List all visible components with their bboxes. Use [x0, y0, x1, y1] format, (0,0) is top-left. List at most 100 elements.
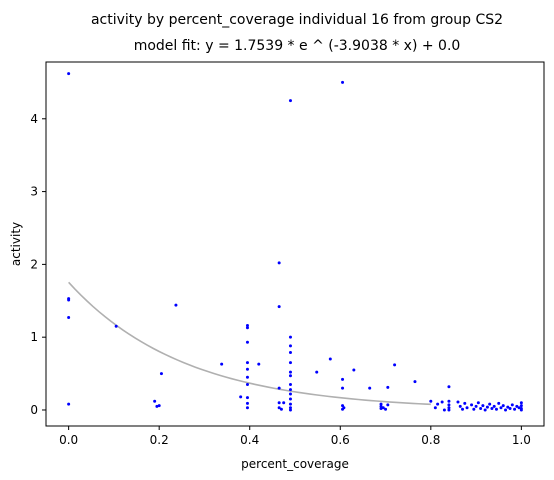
data-point [245, 383, 249, 386]
data-points-layer [67, 72, 523, 412]
data-point [456, 400, 460, 404]
data-point [379, 404, 383, 408]
data-point [476, 401, 480, 405]
x-tick-label: 1.0 [512, 433, 531, 447]
chart-subtitle: model fit: y = 1.7539 * e ^ (-3.9038 * x… [134, 38, 461, 54]
data-point [245, 324, 249, 328]
data-point [245, 396, 249, 400]
data-point [386, 403, 390, 407]
data-point [288, 370, 292, 374]
data-point [381, 406, 385, 410]
y-axis-label: activity [9, 222, 23, 266]
data-point [153, 399, 157, 403]
data-point [174, 303, 178, 307]
data-point [288, 99, 292, 103]
data-point [479, 407, 483, 411]
data-point [504, 408, 508, 412]
data-point [447, 408, 451, 412]
data-point [288, 374, 292, 378]
data-point [386, 385, 390, 389]
axis-ticks: 0.0 0.2 0.4 0.6 0.8 1.0 0 1 2 3 4 [30, 112, 531, 447]
data-point [277, 386, 281, 390]
y-tick-label: 0 [30, 403, 38, 417]
data-point [379, 402, 383, 406]
data-point [67, 298, 71, 302]
data-point [328, 357, 332, 361]
data-point [288, 388, 292, 392]
data-point [67, 402, 71, 406]
x-axis-label: percent_coverage [241, 457, 349, 471]
data-point [497, 401, 501, 405]
data-point [519, 404, 523, 408]
data-point [474, 404, 478, 408]
data-point [245, 367, 249, 371]
fit-curve-layer [68, 281, 431, 406]
data-point [159, 372, 163, 376]
chart-title: activity by percent_coverage individual … [91, 12, 503, 28]
x-tick-label: 0.8 [421, 433, 440, 447]
data-point [245, 340, 249, 344]
data-point [510, 403, 514, 407]
data-point [519, 401, 523, 405]
data-point [282, 401, 286, 405]
data-point [157, 404, 161, 408]
data-point [277, 305, 281, 309]
data-point [447, 403, 451, 407]
data-point [499, 406, 503, 410]
data-point [368, 386, 372, 390]
data-point [288, 408, 292, 412]
fit-curve [68, 281, 431, 406]
data-point [506, 405, 510, 409]
data-point [494, 407, 498, 411]
data-point [288, 383, 292, 386]
data-point [513, 407, 517, 411]
data-point [277, 406, 281, 410]
data-point [458, 404, 462, 408]
data-point [245, 375, 249, 379]
data-point [447, 399, 451, 403]
data-point [461, 407, 465, 411]
data-point [279, 407, 283, 411]
data-point [384, 407, 388, 411]
y-tick-label: 2 [30, 257, 38, 271]
data-point [490, 407, 494, 411]
data-point [492, 404, 496, 408]
data-point [288, 335, 292, 339]
data-point [515, 404, 519, 408]
data-point [501, 404, 505, 408]
data-point [393, 363, 397, 367]
data-point [341, 386, 345, 390]
data-point [488, 402, 492, 406]
data-point [379, 407, 383, 411]
data-point [433, 406, 437, 410]
data-point [485, 405, 489, 409]
data-point [288, 406, 292, 410]
data-point [463, 401, 467, 405]
data-point [447, 406, 451, 410]
data-point [245, 406, 249, 410]
data-point [277, 401, 281, 405]
data-point [413, 380, 417, 384]
data-point [472, 407, 476, 411]
data-point [288, 350, 292, 354]
data-point [114, 324, 118, 328]
data-point [352, 368, 356, 372]
data-point [315, 370, 319, 374]
x-tick-label: 0.4 [240, 433, 259, 447]
data-point [517, 406, 521, 410]
data-point [288, 392, 292, 396]
data-point [67, 72, 71, 76]
data-point [257, 362, 261, 366]
data-point [155, 404, 159, 408]
data-point [342, 406, 346, 410]
x-tick-label: 0.2 [150, 433, 169, 447]
y-tick-label: 4 [30, 112, 38, 126]
data-point [245, 361, 249, 365]
data-point [436, 402, 440, 406]
x-tick-label: 0.6 [331, 433, 350, 447]
data-point [288, 397, 292, 401]
data-point [245, 401, 249, 405]
y-tick-label: 3 [30, 185, 38, 199]
data-point [220, 362, 224, 366]
